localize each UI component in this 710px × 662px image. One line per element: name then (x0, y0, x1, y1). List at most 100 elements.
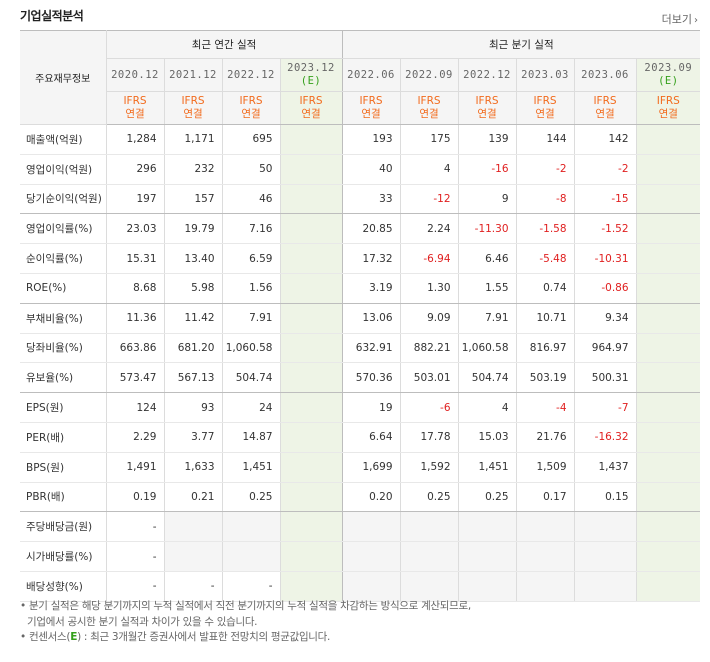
value-cell (279, 213, 343, 245)
value-cell: - (221, 571, 280, 602)
value-cell: 175 (399, 124, 459, 155)
period-header: 2022.12 (457, 58, 517, 92)
period-header: 2022.06 (341, 58, 401, 92)
annual-group-header: 최근 연간 실적 (105, 30, 343, 59)
period-header: 2020.12 (105, 58, 164, 92)
value-cell: 964.97 (573, 333, 637, 364)
table-row: 매출액(억원) 1,284 1,171 695 193 175 139 144 142 (20, 124, 701, 155)
value-cell: 17.32 (341, 243, 401, 274)
section-title: 기업실적분석 (20, 9, 84, 23)
table-row: 순이익률(%) 15.31 13.40 6.59 17.32 -6.94 6.46 -5.48… (20, 243, 701, 274)
value-cell: 1,451 (221, 452, 280, 483)
value-cell: 500.31 (573, 362, 637, 394)
value-cell: 573.47 (105, 362, 164, 394)
value-cell: 157 (163, 184, 222, 215)
value-cell (635, 482, 701, 513)
ifrs-badge: IFRS 연결 (105, 91, 164, 125)
value-cell: 816.97 (515, 333, 575, 364)
value-cell (341, 571, 401, 602)
value-cell (515, 511, 575, 543)
row-label: 매출액(억원) (20, 124, 106, 155)
value-cell: 1.55 (457, 273, 517, 304)
row-label: 시가배당률(%) (20, 541, 106, 572)
value-cell: 193 (341, 124, 401, 155)
value-cell: -5.48 (515, 243, 575, 274)
value-cell (279, 273, 343, 304)
estimate-mark: (E) (658, 75, 679, 87)
period-header: 2023.06 (573, 58, 637, 92)
period-header: 2021.12 (163, 58, 222, 92)
value-cell: 1,437 (573, 452, 637, 483)
row-label: EPS(원) (20, 392, 106, 423)
value-cell: -12 (399, 184, 459, 215)
value-cell: 6.64 (341, 422, 401, 453)
value-cell: 570.36 (341, 362, 401, 394)
value-cell: 4 (457, 392, 517, 423)
value-cell (635, 303, 701, 334)
table-row: PER(배) 2.29 3.77 14.87 6.64 17.78 15.03 21.76 -1… (20, 422, 701, 453)
value-cell: 142 (573, 124, 637, 155)
ifrs-badge: IFRS 연결 (635, 91, 701, 125)
value-cell: -7 (573, 392, 637, 423)
value-cell: 124 (105, 392, 164, 423)
value-cell (279, 422, 343, 453)
value-cell: 13.40 (163, 243, 222, 274)
value-cell (635, 124, 701, 155)
ifrs-badge: IFRS 연결 (457, 91, 517, 125)
value-cell: -1.52 (573, 213, 637, 245)
value-cell: - (105, 511, 164, 543)
value-cell: 7.91 (457, 303, 517, 334)
more-link[interactable]: 더보기 › (662, 11, 698, 27)
value-cell: 17.78 (399, 422, 459, 453)
value-cell (279, 571, 343, 602)
ifrs-badge: IFRS 연결 (279, 91, 343, 125)
value-cell: 93 (163, 392, 222, 423)
value-cell (515, 571, 575, 602)
value-cell (457, 541, 517, 572)
value-cell: 1,451 (457, 452, 517, 483)
value-cell: 1,060.58 (457, 333, 517, 364)
table-row: 영업이익(억원) 296 232 50 40 4 -16 -2 -2 (20, 154, 701, 185)
value-cell (279, 541, 343, 572)
value-cell: 40 (341, 154, 401, 185)
value-cell (221, 511, 280, 543)
value-cell (279, 362, 343, 394)
ifrs-badge: IFRS 연결 (515, 91, 575, 125)
quarter-group-header: 최근 분기 실적 (341, 30, 701, 59)
value-cell: 632.91 (341, 333, 401, 364)
value-cell: 19.79 (163, 213, 222, 245)
value-cell: 296 (105, 154, 164, 185)
table-row: 주당배당금(원) - (20, 511, 701, 543)
value-cell: 139 (457, 124, 517, 155)
value-cell (635, 571, 701, 602)
value-cell (279, 452, 343, 483)
footnote-2: • 컨센서스(E) : 최근 3개월간 증권사에서 발표한 전망치의 평균값입니… (20, 631, 331, 643)
value-cell: 1,699 (341, 452, 401, 483)
table-row: 당기순이익(억원) 197 157 46 33 -12 9 -8 -15 (20, 184, 701, 215)
period-header: 2022.12 (221, 58, 280, 92)
value-cell (279, 482, 343, 513)
value-cell (573, 571, 637, 602)
value-cell: 13.06 (341, 303, 401, 334)
row-label: 당기순이익(억원) (20, 184, 106, 215)
estimate-mark: (E) (300, 75, 322, 87)
value-cell (279, 511, 343, 543)
value-cell (399, 571, 459, 602)
table-row: BPS(원) 1,491 1,633 1,451 1,699 1,592 1,451 1,50… (20, 452, 701, 483)
value-cell: 144 (515, 124, 575, 155)
value-cell: 33 (341, 184, 401, 215)
value-cell: -2 (515, 154, 575, 185)
period-header: 2022.09 (399, 58, 459, 92)
value-cell: 46 (221, 184, 280, 215)
value-cell: 9 (457, 184, 517, 215)
financial-table: 주요재무정보 최근 연간 실적 최근 분기 실적 2020.12 2021.12 2… (20, 30, 701, 602)
value-cell (399, 541, 459, 572)
value-cell (399, 511, 459, 543)
value-cell: 663.86 (105, 333, 164, 364)
footnote-1: • 분기 실적은 해당 분기까지의 누적 실적에서 직전 분기까지의 누적 실적… (20, 600, 471, 612)
value-cell: 5.98 (163, 273, 222, 304)
value-cell: -4 (515, 392, 575, 423)
row-label-header: 주요재무정보 (20, 30, 106, 125)
value-cell (573, 511, 637, 543)
row-label: PBR(배) (20, 482, 106, 513)
